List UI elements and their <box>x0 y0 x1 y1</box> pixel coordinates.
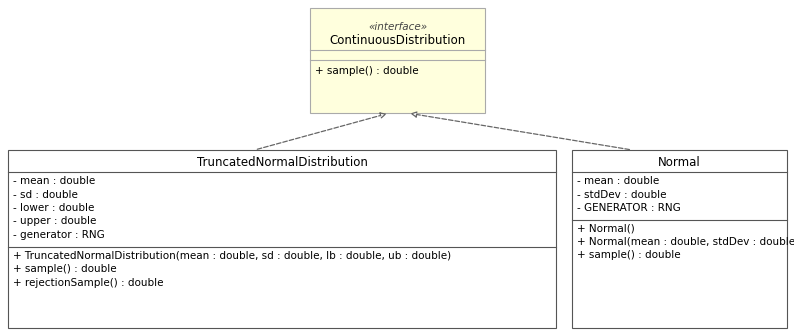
Text: + rejectionSample() : double: + rejectionSample() : double <box>13 278 164 288</box>
Text: - mean : double: - mean : double <box>13 176 95 186</box>
Text: + sample() : double: + sample() : double <box>315 66 418 76</box>
Text: + sample() : double: + sample() : double <box>13 264 117 274</box>
Bar <box>310 8 485 113</box>
Text: - GENERATOR : RNG: - GENERATOR : RNG <box>577 203 680 213</box>
Text: + Normal(): + Normal() <box>577 223 634 234</box>
Text: Normal: Normal <box>658 156 701 169</box>
Bar <box>572 150 787 328</box>
Text: - sd : double: - sd : double <box>13 190 78 200</box>
Text: - lower : double: - lower : double <box>13 203 94 213</box>
Text: «interface»: «interface» <box>368 22 427 32</box>
Text: + Normal(mean : double, stdDev : double): + Normal(mean : double, stdDev : double) <box>577 237 794 247</box>
Text: ContinuousDistribution: ContinuousDistribution <box>330 34 465 47</box>
Text: TruncatedNormalDistribution: TruncatedNormalDistribution <box>197 156 368 169</box>
Text: - generator : RNG: - generator : RNG <box>13 230 105 240</box>
Text: - stdDev : double: - stdDev : double <box>577 190 666 200</box>
Text: - mean : double: - mean : double <box>577 176 659 186</box>
Text: + TruncatedNormalDistribution(mean : double, sd : double, lb : double, ub : doub: + TruncatedNormalDistribution(mean : dou… <box>13 251 451 260</box>
Text: + sample() : double: + sample() : double <box>577 251 680 260</box>
Text: - upper : double: - upper : double <box>13 216 96 226</box>
Bar <box>8 150 556 328</box>
